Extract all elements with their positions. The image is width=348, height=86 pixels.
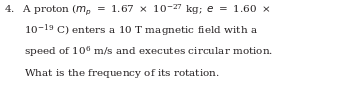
Text: $\mathregular{\ \ \ \ \ \ What\ is\ the\ frequency\ of\ its\ rotation.}$: $\mathregular{\ \ \ \ \ \ What\ is\ the\… <box>4 67 220 80</box>
Text: $\mathregular{4.\ \ A\ proton\ (}$$m_p$$\mathregular{\ =\ 1.67\ \times\ 10^{-27}: $\mathregular{4.\ \ A\ proton\ (}$$m_p$$… <box>4 3 271 18</box>
Text: $\mathregular{\ \ \ \ \ \ 10^{-19}\ C)\ enters\ a\ 10\ T\ magnetic\ field\ with\: $\mathregular{\ \ \ \ \ \ 10^{-19}\ C)\ … <box>4 22 258 39</box>
Text: $\mathregular{\ \ \ \ \ \ speed\ of\ 10^{6}\ m/s\ and\ executes\ circular\ motio: $\mathregular{\ \ \ \ \ \ speed\ of\ 10^… <box>4 45 274 59</box>
